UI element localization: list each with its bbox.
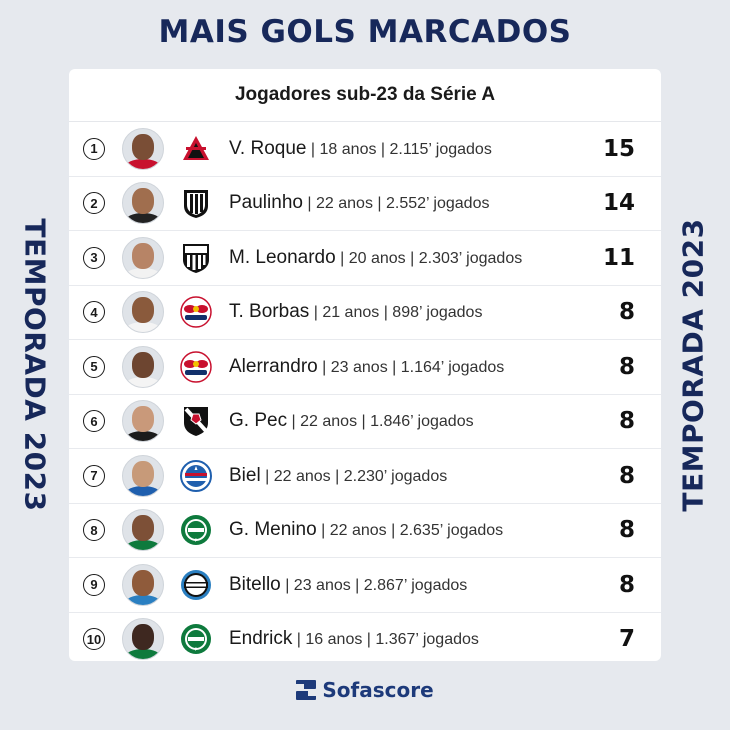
goals-count: 15 bbox=[602, 135, 635, 162]
player-row: 2 Paulinho | 22 anos | 2.552’ jogados 14 bbox=[69, 177, 661, 231]
atletico-mg-crest-icon bbox=[179, 186, 213, 220]
player-name: T. Borbas bbox=[229, 301, 310, 323]
player-avatar bbox=[122, 127, 164, 170]
player-meta: | 21 anos | 898’ jogados bbox=[309, 304, 483, 322]
player-row: 9 Bitello | 23 anos | 2.867’ jogados 8 bbox=[69, 558, 661, 613]
goals-count: 8 bbox=[618, 353, 635, 380]
rank-badge: 7 bbox=[83, 464, 105, 487]
goals-count: 8 bbox=[618, 408, 635, 435]
rank-badge: 1 bbox=[83, 137, 105, 160]
rank-badge: 5 bbox=[83, 355, 105, 378]
season-label-right: TEMPORADA 2023 bbox=[676, 218, 710, 512]
player-meta: | 22 anos | 2.230’ jogados bbox=[260, 467, 448, 485]
player-row: 10 P Endrick | 16 anos | 1.367’ jogados 7 bbox=[69, 613, 661, 667]
player-avatar bbox=[122, 291, 164, 334]
goals-count: 11 bbox=[602, 244, 635, 271]
player-row: 8 P G. Menino | 22 anos | 2.635’ jogados 8 bbox=[69, 504, 661, 558]
player-info: Alerrandro | 23 anos | 1.164’ jogados bbox=[229, 356, 504, 378]
player-name: G. Pec bbox=[229, 410, 288, 432]
season-label-left: TEMPORADA 2023 bbox=[18, 218, 52, 512]
player-name: Biel bbox=[229, 464, 261, 486]
rank-badge: 2 bbox=[83, 192, 105, 215]
player-meta: | 22 anos | 1.846’ jogados bbox=[287, 413, 474, 431]
goals-count: 8 bbox=[618, 517, 635, 544]
player-avatar bbox=[122, 400, 164, 443]
rank-badge: 10 bbox=[83, 628, 105, 651]
player-avatar bbox=[122, 454, 164, 497]
player-row: 4 T. Borbas | 21 anos | 898’ jogados 8 bbox=[69, 286, 661, 340]
sofascore-logo-icon bbox=[296, 680, 317, 700]
svg-text:P: P bbox=[195, 647, 198, 652]
rank-badge: 8 bbox=[83, 519, 105, 542]
player-row: 1 V. Roque | 18 anos | 2.115’ jogados 15 bbox=[69, 122, 661, 177]
player-row: 7 Biel | 22 anos | 2.230’ jogados 8 bbox=[69, 449, 661, 504]
player-avatar bbox=[122, 509, 164, 552]
player-name: G. Menino bbox=[229, 519, 317, 541]
player-info: Biel | 22 anos | 2.230’ jogados bbox=[229, 465, 447, 487]
player-name: V. Roque bbox=[229, 137, 307, 159]
red-bull-bragantino-crest-icon bbox=[179, 350, 213, 384]
player-meta: | 23 anos | 1.164’ jogados bbox=[317, 358, 505, 376]
player-meta: | 22 anos | 2.635’ jogados bbox=[316, 522, 504, 540]
player-meta: | 20 anos | 2.303’ jogados bbox=[335, 249, 523, 267]
rank-badge: 4 bbox=[83, 301, 105, 324]
player-meta: | 23 anos | 2.867’ jogados bbox=[280, 576, 468, 594]
red-bull-bragantino-crest-icon bbox=[179, 295, 213, 329]
player-info: V. Roque | 18 anos | 2.115’ jogados bbox=[229, 138, 492, 160]
santos-crest-icon bbox=[179, 241, 213, 275]
rank-badge: 6 bbox=[83, 410, 105, 433]
player-info: T. Borbas | 21 anos | 898’ jogados bbox=[229, 301, 482, 323]
player-avatar bbox=[122, 563, 164, 606]
player-meta: | 16 anos | 1.367’ jogados bbox=[292, 631, 479, 649]
goals-count: 14 bbox=[602, 190, 635, 217]
goals-count: 8 bbox=[618, 462, 635, 489]
rank-badge: 3 bbox=[83, 246, 105, 269]
player-avatar bbox=[122, 182, 164, 225]
vasco-crest-icon bbox=[179, 404, 213, 438]
player-info: G. Pec | 22 anos | 1.846’ jogados bbox=[229, 410, 474, 432]
player-info: Paulinho | 22 anos | 2.552’ jogados bbox=[229, 192, 489, 214]
player-avatar bbox=[122, 236, 164, 279]
page-title: MAIS GOLS MARCADOS bbox=[158, 14, 572, 50]
player-name: Alerrandro bbox=[229, 355, 318, 377]
player-row: 3 M. Leonardo | 20 anos | 2.303’ jogados 1… bbox=[69, 231, 661, 286]
rank-badge: 9 bbox=[83, 573, 105, 596]
goals-count: 7 bbox=[618, 626, 635, 653]
player-avatar bbox=[122, 618, 164, 661]
athletico-pr-crest-icon bbox=[179, 132, 213, 166]
ranking-list: 1 V. Roque | 18 anos | 2.115’ jogados 15 2 P… bbox=[69, 122, 661, 666]
goals-count: 8 bbox=[618, 299, 635, 326]
brand-name: Sofascore bbox=[322, 678, 434, 702]
player-info: M. Leonardo | 20 anos | 2.303’ jogados bbox=[229, 247, 522, 269]
player-info: G. Menino | 22 anos | 2.635’ jogados bbox=[229, 519, 503, 541]
player-info: Endrick | 16 anos | 1.367’ jogados bbox=[229, 628, 479, 650]
palmeiras-crest-icon: P bbox=[179, 622, 213, 656]
svg-text:P: P bbox=[195, 538, 198, 543]
player-meta: | 22 anos | 2.552’ jogados bbox=[302, 195, 490, 213]
ranking-subtitle: Jogadores sub-23 da Série A bbox=[69, 69, 661, 122]
player-name: Bitello bbox=[229, 573, 281, 595]
player-name: Paulinho bbox=[229, 192, 303, 214]
player-name: Endrick bbox=[229, 628, 293, 650]
brand-footer: Sofascore bbox=[0, 678, 730, 702]
player-info: Bitello | 23 anos | 2.867’ jogados bbox=[229, 574, 467, 596]
palmeiras-crest-icon: P bbox=[179, 513, 213, 547]
player-avatar bbox=[122, 345, 164, 388]
ranking-card: Jogadores sub-23 da Série A 1 V. Roque | … bbox=[69, 69, 661, 661]
bahia-crest-icon bbox=[179, 459, 213, 493]
player-name: M. Leonardo bbox=[229, 246, 336, 268]
goals-count: 8 bbox=[618, 571, 635, 598]
gremio-crest-icon bbox=[179, 568, 213, 602]
player-row: 5 Alerrandro | 23 anos | 1.164’ jogados 8 bbox=[69, 340, 661, 395]
player-row: 6 G. Pec | 22 anos | 1.846’ jogados 8 bbox=[69, 395, 661, 449]
player-meta: | 18 anos | 2.115’ jogados bbox=[306, 140, 492, 158]
